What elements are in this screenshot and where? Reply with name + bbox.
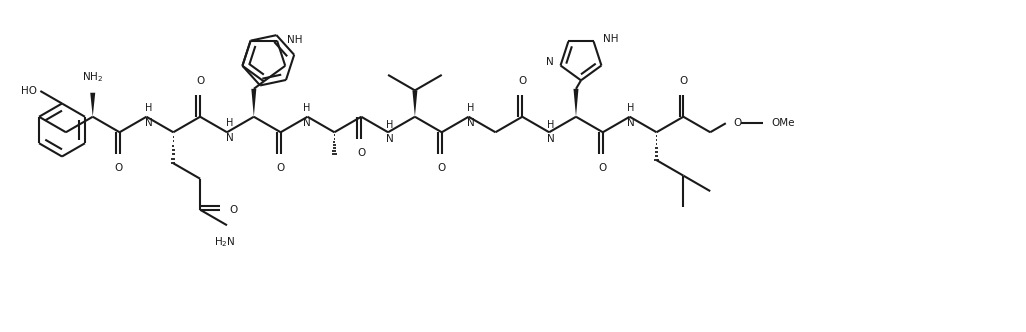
Text: N: N — [386, 134, 394, 144]
Text: H: H — [227, 118, 234, 128]
Polygon shape — [412, 90, 418, 117]
Text: O: O — [277, 163, 285, 173]
Text: N: N — [226, 133, 234, 143]
Text: O: O — [438, 163, 446, 173]
Text: O: O — [196, 76, 204, 86]
Text: HO: HO — [22, 86, 37, 96]
Text: O: O — [599, 163, 607, 173]
Text: H: H — [303, 103, 310, 113]
Polygon shape — [251, 89, 256, 117]
Text: NH: NH — [602, 35, 618, 44]
Text: H$_2$N: H$_2$N — [214, 235, 236, 249]
Text: O: O — [679, 76, 687, 86]
Text: NH: NH — [287, 35, 303, 44]
Text: H: H — [467, 103, 474, 113]
Text: O: O — [115, 163, 123, 173]
Text: N: N — [627, 118, 634, 128]
Text: NH$_2$: NH$_2$ — [82, 70, 104, 84]
Text: O: O — [229, 205, 237, 215]
Text: O: O — [518, 76, 526, 86]
Polygon shape — [90, 93, 95, 117]
Text: N: N — [547, 134, 555, 144]
Text: H: H — [387, 120, 394, 130]
Text: N: N — [303, 118, 311, 128]
Text: H: H — [548, 120, 555, 130]
Text: N: N — [145, 118, 152, 128]
Text: H: H — [145, 103, 152, 113]
Text: H: H — [627, 103, 634, 113]
Text: OMe: OMe — [772, 118, 795, 128]
Text: O: O — [357, 148, 365, 158]
Text: N: N — [467, 118, 474, 128]
Text: O: O — [734, 118, 742, 128]
Text: N: N — [546, 57, 554, 67]
Polygon shape — [574, 89, 579, 117]
